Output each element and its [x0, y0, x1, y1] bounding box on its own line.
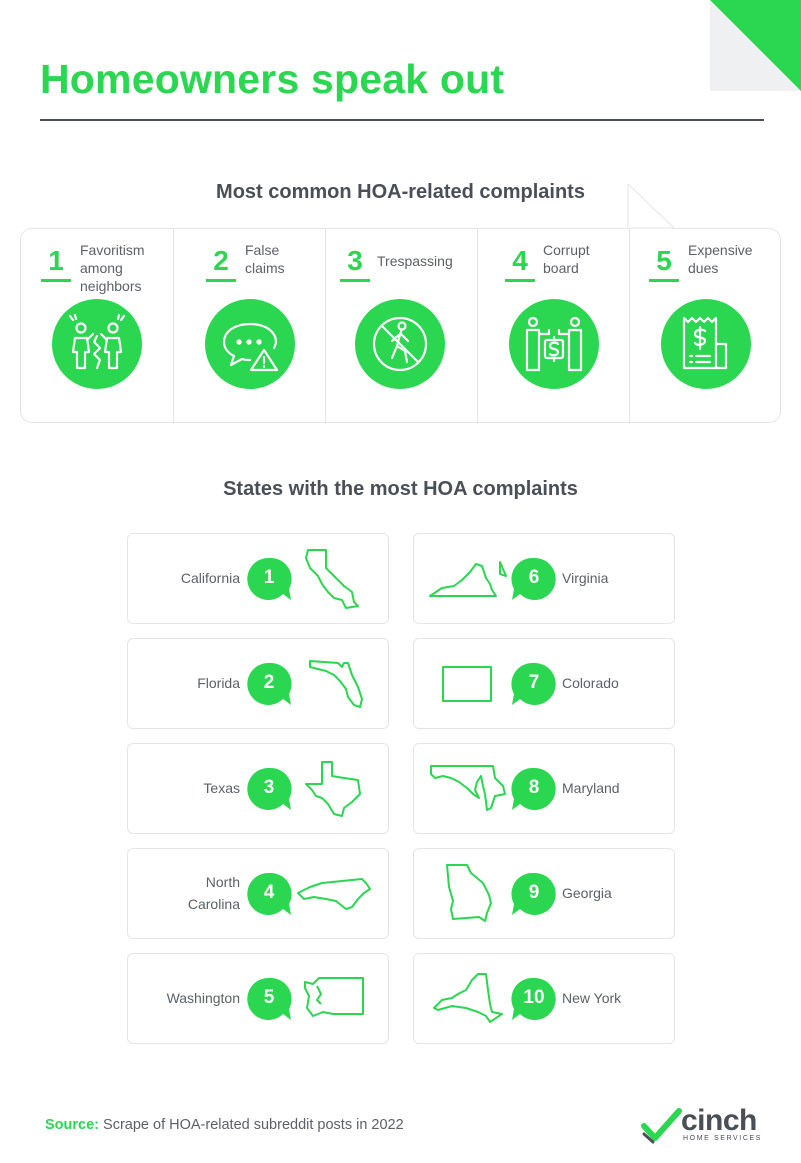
state-card-7: 7 Colorado: [413, 638, 675, 729]
complaint-item-2: 2 False claims: [173, 229, 325, 422]
complaint-label: Favoritism among neighbors: [80, 242, 145, 294]
texas-outline-icon: [305, 761, 361, 817]
complaint-rank: 5: [649, 245, 679, 282]
source-note: Source: Scrape of HOA-related subreddit …: [45, 1117, 404, 1133]
brand-name: cinch: [681, 1104, 757, 1137]
state-name: North Carolina: [187, 874, 240, 912]
rank-number: 3: [263, 777, 275, 798]
complaint-item-3: 3 Trespassing: [325, 229, 477, 422]
brand-tagline: HOME SERVICES: [683, 1135, 763, 1142]
complaint-label: False claims: [245, 242, 285, 276]
new-york-outline-icon: [433, 973, 503, 1023]
state-card-10: 10 New York: [413, 953, 675, 1044]
complaint-label: Trespassing: [377, 253, 453, 269]
rank-number: 6: [528, 567, 540, 588]
state-card-1: California 1: [127, 533, 389, 624]
arguing-neighbors-icon: [68, 314, 126, 370]
rank-number: 1: [263, 567, 275, 588]
no-trespassing-icon: [372, 316, 428, 372]
colorado-outline-icon: [442, 666, 492, 702]
rank-bubble: 6: [511, 556, 557, 602]
states-heading: States with the most HOA complaints: [223, 478, 578, 500]
complaint-item-4: 4 Corrupt board: [477, 229, 629, 422]
check-mark-logo-icon: [641, 1108, 682, 1144]
rank-number: 7: [528, 672, 540, 693]
rank-bubble: 7: [511, 661, 557, 707]
title-divider: [40, 119, 764, 121]
complaint-item-1: 1 Favoritism among neighbors: [21, 229, 173, 422]
rank-bubble: 3: [246, 766, 292, 812]
rank-number: 9: [528, 882, 540, 903]
maryland-outline-icon: [430, 765, 506, 811]
rank-number: 10: [523, 987, 545, 1008]
state-name: Colorado: [562, 675, 619, 691]
state-card-9: 9 Georgia: [413, 848, 675, 939]
state-name: Maryland: [562, 780, 620, 796]
complaint-icon-circle: [509, 299, 599, 389]
corner-fold-decoration: [710, 0, 801, 91]
state-name: Virginia: [562, 570, 609, 586]
receipt-dollar-icon: [682, 316, 728, 370]
california-outline-icon: [305, 549, 359, 609]
complaint-item-5: 5 Expensive dues: [629, 229, 780, 422]
state-card-5: Washington 5: [127, 953, 389, 1044]
rank-bubble: 4: [246, 871, 292, 917]
complaint-label: Expensive dues: [688, 242, 753, 276]
complaint-rank: 1: [41, 245, 71, 282]
florida-outline-icon: [309, 660, 363, 708]
rank-bubble: 8: [511, 766, 557, 812]
rank-number: 4: [263, 882, 275, 903]
virginia-outline-icon: [429, 561, 507, 597]
speech-bubble-warning-icon: [222, 322, 279, 372]
rank-bubble: 9: [511, 871, 557, 917]
rank-bubble: 5: [246, 976, 292, 1022]
washington-outline-icon: [304, 977, 364, 1017]
state-name: Washington: [166, 990, 240, 1006]
source-text: Scrape of HOA-related subreddit posts in…: [103, 1117, 404, 1133]
state-card-8: 8 Maryland: [413, 743, 675, 834]
panel-notch-decoration: [627, 184, 675, 230]
rank-number: 2: [263, 672, 275, 693]
complaint-icon-circle: [661, 299, 751, 389]
complaint-rank: 4: [505, 245, 535, 282]
north-carolina-outline-icon: [297, 878, 371, 910]
complaint-icon-circle: [52, 299, 142, 389]
state-name: Florida: [197, 675, 240, 691]
complaints-panel: [20, 228, 781, 423]
state-name: California: [180, 570, 240, 586]
complaint-icon-circle: [355, 299, 445, 389]
state-name: Texas: [203, 780, 240, 796]
state-card-4: North Carolina 4: [127, 848, 389, 939]
rank-bubble: 2: [246, 661, 292, 707]
state-card-3: Texas 3: [127, 743, 389, 834]
cinch-logo: cinch HOME SERVICES: [641, 1104, 766, 1148]
complaint-icon-circle: [205, 299, 295, 389]
complaint-label: Corrupt board: [543, 242, 590, 276]
georgia-outline-icon: [446, 864, 492, 922]
rank-bubble: 1: [246, 556, 292, 602]
state-card-6: 6 Virginia: [413, 533, 675, 624]
state-card-2: Florida 2: [127, 638, 389, 729]
complaint-rank: 2: [206, 245, 236, 282]
complaints-heading: Most common HOA-related complaints: [216, 181, 585, 203]
page-title: Homeowners speak out: [40, 56, 505, 102]
source-label: Source:: [45, 1117, 99, 1133]
bribe-money-icon: [525, 316, 583, 372]
state-name: Georgia: [562, 885, 612, 901]
rank-number: 8: [528, 777, 540, 798]
state-name: New York: [562, 990, 622, 1006]
rank-bubble: 10: [511, 976, 557, 1022]
complaint-rank: 3: [340, 245, 370, 282]
rank-number: 5: [263, 987, 275, 1008]
